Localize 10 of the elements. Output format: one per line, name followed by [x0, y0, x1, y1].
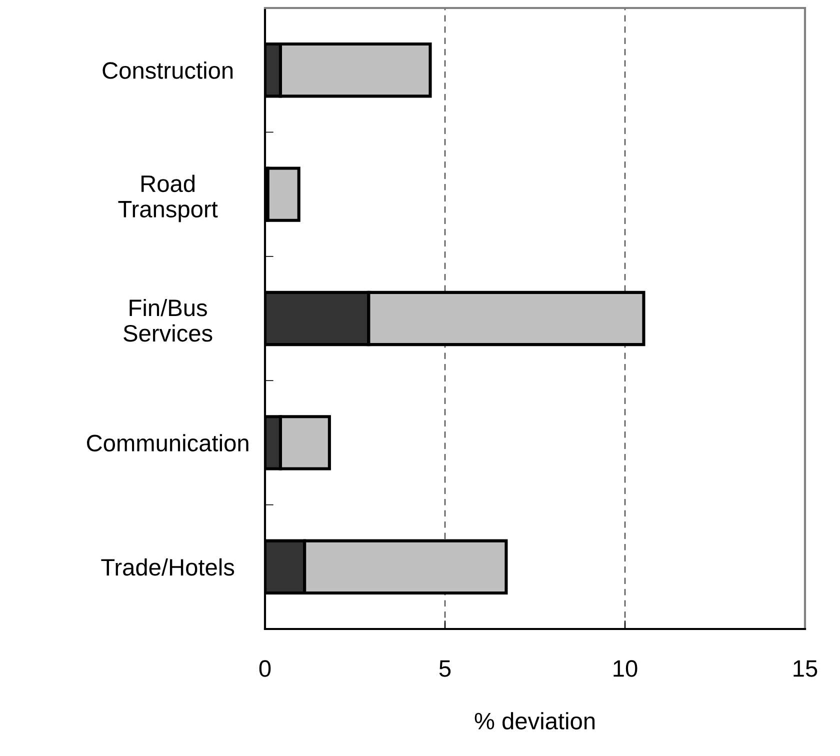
- x-tick-label: 5: [439, 660, 451, 677]
- y-tick-label: Road Transport: [118, 174, 218, 222]
- y-tick-label: Fin/Bus Services: [124, 298, 212, 342]
- y-tick-label: Communication: [86, 434, 248, 452]
- y-tick-label: Trade/Hotels: [101, 558, 234, 576]
- x-tick-label: 10: [614, 660, 638, 677]
- x-tick-label: 0: [259, 660, 271, 677]
- x-tick-label: 15: [794, 660, 818, 677]
- y-tick-label: Construction: [102, 62, 233, 79]
- x-axis-title: % deviation: [474, 712, 595, 730]
